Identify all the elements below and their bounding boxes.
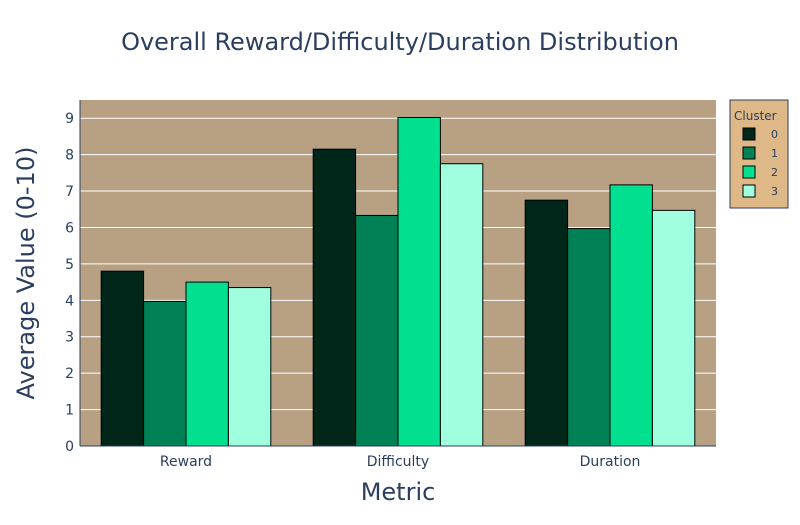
legend-label: 3 <box>771 185 778 198</box>
legend-label: 0 <box>771 128 778 141</box>
legend: Cluster 0 1 2 3 <box>729 99 789 209</box>
legend-swatch <box>742 127 756 141</box>
bar-difficulty-cluster-3 <box>439 163 484 447</box>
y-tick-label: 5 <box>65 257 74 273</box>
y-tick-label: 2 <box>65 366 74 382</box>
y-tick-label: 8 <box>65 148 74 164</box>
legend-label: 2 <box>771 166 778 179</box>
legend-title: Cluster <box>734 109 777 123</box>
bar-reward-cluster-2 <box>185 281 229 447</box>
x-axis-title: Metric <box>361 478 436 506</box>
bar-difficulty-cluster-2 <box>397 116 441 447</box>
x-tick-label: Reward <box>160 454 212 470</box>
x-tick-label: Difficulty <box>367 454 429 470</box>
bar-difficulty-cluster-0 <box>312 148 357 447</box>
y-axis-ticks: 0 1 2 3 4 5 6 7 8 9 <box>65 111 74 455</box>
y-tick-label: 6 <box>65 220 74 236</box>
bars <box>100 116 696 447</box>
y-axis-title: Average Value (0-10) <box>12 147 40 400</box>
y-tick-label: 3 <box>65 330 74 346</box>
chart-title: Overall Reward/Difficulty/Duration Distr… <box>121 28 679 56</box>
bar-duration-cluster-2 <box>609 184 653 447</box>
bar-duration-cluster-0 <box>524 199 569 447</box>
y-tick-label: 9 <box>65 111 74 127</box>
bar-reward-cluster-1 <box>143 300 187 447</box>
y-tick-label: 1 <box>65 403 74 419</box>
bar-duration-cluster-1 <box>567 228 611 447</box>
legend-swatch <box>742 184 756 198</box>
legend-swatch <box>742 146 756 160</box>
bar-duration-cluster-3 <box>651 209 696 447</box>
legend-swatch <box>742 165 756 179</box>
bar-reward-cluster-0 <box>100 270 145 447</box>
legend-box <box>729 99 789 209</box>
bar-reward-cluster-3 <box>227 287 272 447</box>
y-tick-label: 4 <box>65 293 74 309</box>
legend-items: 0 1 2 3 <box>742 127 778 198</box>
y-tick-label: 0 <box>65 439 74 455</box>
x-axis-ticks: Reward Difficulty Duration <box>160 454 640 470</box>
x-tick-label: Duration <box>580 454 641 470</box>
y-tick-label: 7 <box>65 184 74 200</box>
bar-difficulty-cluster-1 <box>355 214 399 447</box>
legend-label: 1 <box>771 147 778 160</box>
